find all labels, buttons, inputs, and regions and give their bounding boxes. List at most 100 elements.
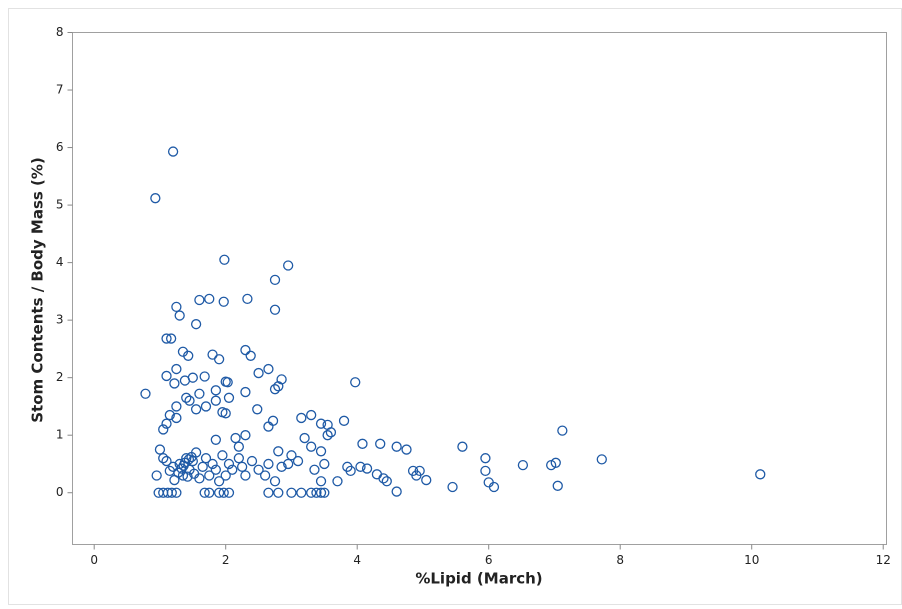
point: [171, 363, 182, 375]
point: [207, 458, 218, 470]
point: [164, 409, 175, 421]
point: [283, 260, 294, 271]
x-axis-title: %Lipid (March): [415, 570, 542, 588]
point: [263, 487, 274, 498]
point: [381, 476, 392, 487]
point: [596, 454, 607, 465]
x-tick-label: 8: [616, 553, 624, 567]
point: [210, 464, 221, 475]
point: [311, 487, 322, 498]
point: [181, 392, 192, 403]
point: [309, 464, 320, 475]
point: [263, 363, 274, 375]
point: [350, 377, 361, 388]
x-tick-label: 12: [876, 553, 891, 567]
point: [161, 455, 172, 467]
point: [204, 487, 215, 498]
point: [178, 460, 189, 471]
point: [171, 412, 182, 424]
point: [220, 470, 231, 481]
point: [171, 487, 182, 498]
point: [361, 463, 373, 474]
point: [267, 415, 279, 426]
point: [517, 459, 529, 471]
y-tick-label: 3: [56, 313, 64, 327]
point: [161, 333, 172, 344]
point: [480, 453, 491, 464]
point: [269, 304, 281, 315]
point: [220, 408, 231, 419]
point: [252, 404, 263, 415]
point: [332, 476, 343, 487]
point: [240, 344, 251, 356]
point: [223, 487, 235, 498]
point: [204, 470, 215, 481]
y-tick-label: 2: [56, 370, 64, 384]
point: [233, 441, 245, 452]
point: [296, 487, 307, 498]
point: [319, 458, 330, 470]
point: [151, 470, 162, 481]
point: [755, 469, 766, 480]
point: [213, 487, 225, 498]
point: [165, 333, 177, 344]
point: [306, 441, 317, 452]
point: [391, 486, 402, 497]
point: [154, 444, 166, 455]
point: [269, 384, 281, 395]
point: [457, 441, 468, 452]
point: [269, 476, 281, 487]
x-tick-label: 2: [222, 553, 230, 567]
point: [414, 465, 425, 477]
point: [296, 412, 307, 424]
point: [190, 404, 202, 415]
point: [176, 463, 187, 474]
point: [217, 450, 228, 461]
point: [273, 446, 284, 457]
point: [292, 455, 304, 467]
point: [158, 424, 169, 435]
point: [401, 444, 412, 455]
point: [325, 427, 337, 438]
y-tick-label: 7: [56, 83, 64, 97]
point: [164, 465, 175, 477]
point: [169, 378, 180, 389]
point: [213, 354, 225, 365]
point: [223, 392, 235, 403]
point: [233, 453, 245, 464]
point: [218, 487, 229, 498]
point: [319, 487, 330, 498]
point: [253, 464, 264, 475]
point: [158, 453, 169, 464]
point: [210, 434, 221, 445]
point: [230, 432, 241, 444]
point: [182, 471, 193, 482]
point: [306, 409, 317, 421]
point: [245, 350, 256, 361]
point: [223, 458, 235, 470]
point: [219, 254, 230, 265]
point: [184, 395, 195, 406]
point: [263, 421, 274, 432]
point: [263, 458, 274, 470]
point: [375, 438, 386, 449]
point: [322, 430, 333, 441]
point: [355, 461, 366, 472]
point: [345, 465, 356, 477]
plot-frame: [72, 32, 887, 545]
point: [166, 487, 177, 498]
point: [171, 401, 182, 412]
point: [371, 469, 383, 480]
point: [171, 301, 182, 313]
x-tick-label: 0: [90, 553, 98, 567]
point: [179, 375, 191, 386]
point: [207, 349, 218, 360]
point: [140, 388, 151, 399]
point: [167, 146, 179, 157]
point: [222, 377, 233, 388]
point: [240, 470, 251, 481]
point: [552, 480, 563, 491]
point: [213, 476, 225, 487]
x-tick-label: 6: [485, 553, 493, 567]
point: [240, 430, 251, 441]
